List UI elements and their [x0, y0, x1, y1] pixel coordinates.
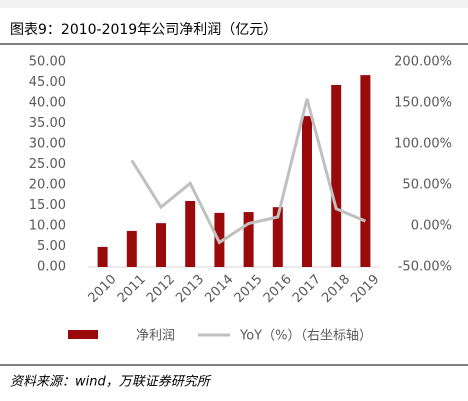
x-tick-label: 2015	[232, 272, 266, 306]
y-tick-label: 35.00	[29, 116, 66, 131]
y-tick-label: 15.00	[29, 198, 66, 213]
bar	[185, 200, 196, 267]
y-tick-label: 10.00	[29, 219, 66, 234]
y2-tick-label: 0.00%	[411, 219, 452, 234]
y2-tick-label: 100.00%	[394, 137, 452, 152]
y-tick-label: 20.00	[29, 178, 66, 193]
bar	[272, 207, 283, 267]
x-tick-label: 2018	[319, 272, 353, 306]
legend-swatch	[68, 330, 98, 339]
source: 资料来源：wind，万联证券研究所	[10, 374, 212, 390]
y-tick-label: 5.00	[37, 239, 66, 254]
x-tick-label: 2012	[144, 272, 178, 306]
y-tick-label: 40.00	[29, 96, 66, 111]
bar	[331, 84, 342, 268]
x-tick-label: 2017	[290, 272, 324, 306]
x-tick-label: 2013	[173, 272, 207, 306]
bar	[360, 75, 371, 268]
y2-tick-label: 200.00%	[394, 55, 452, 70]
y-tick-label: 0.00	[37, 260, 66, 275]
x-tick-label: 2016	[261, 272, 295, 306]
x-tick-label: 2019	[348, 272, 382, 306]
x-tick-label: 2010	[86, 272, 120, 306]
chart-title: 图表9：2010-2019年公司净利润（亿元）	[10, 22, 277, 38]
line	[130, 98, 366, 245]
y2-tick-label: 150.00%	[394, 96, 452, 111]
bar	[156, 223, 166, 267]
bar	[126, 230, 137, 267]
bar	[97, 246, 108, 267]
bar	[302, 116, 312, 268]
y-tick-label: 50.00	[29, 55, 66, 70]
legend-label: YoY（%）（右坐标轴）	[239, 329, 372, 344]
x-tick-label: 2011	[115, 272, 149, 306]
x-tick-label: 2014	[202, 272, 236, 306]
y2-tick-label: -50.00%	[398, 260, 452, 275]
y-tick-label: 30.00	[29, 137, 66, 152]
cropped-strip	[0, 0, 468, 8]
y-tick-label: 25.00	[29, 157, 66, 172]
y2-tick-label: 50.00%	[402, 178, 452, 193]
bar	[243, 212, 254, 267]
legend-label: 净利润	[136, 329, 175, 344]
y-tick-label: 45.00	[29, 75, 66, 90]
